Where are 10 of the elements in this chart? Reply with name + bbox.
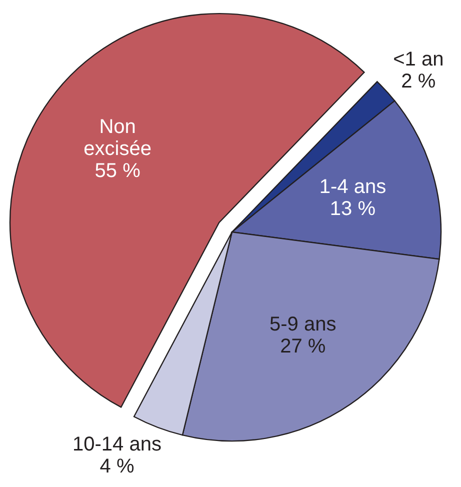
- slice-label: <1 an: [393, 48, 444, 71]
- slice-label: 10-14 ans: [72, 433, 162, 456]
- data-label: 55 %: [94, 160, 141, 182]
- data-label: 27 %: [280, 335, 326, 358]
- slice-label: 5-9 ans: [270, 313, 336, 336]
- data-label: 4 %: [100, 455, 134, 478]
- slice-label: 1-4 ans: [319, 176, 386, 198]
- data-label: 13 %: [330, 198, 376, 220]
- data-label: 2 %: [401, 70, 436, 93]
- slice-label: Non excisée: [84, 116, 152, 160]
